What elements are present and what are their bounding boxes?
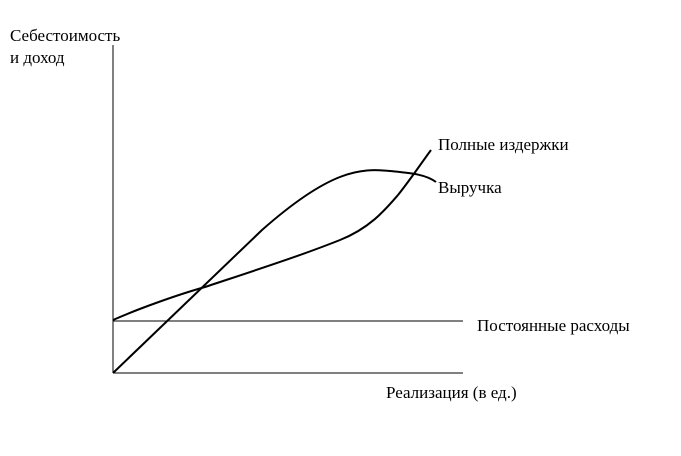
y-axis-label-line2: и доход [10,48,65,67]
y-axis-label-line1: Себестоимость [10,26,121,45]
total-costs-curve [112,149,432,321]
x-axis-label: Реализация (в ед.) [386,383,517,402]
revenue-label: Выручка [438,178,502,197]
total-costs-label: Полные издержки [438,135,569,154]
revenue-curve [112,169,437,374]
fixed-costs-label: Постоянные расходы [477,316,630,335]
